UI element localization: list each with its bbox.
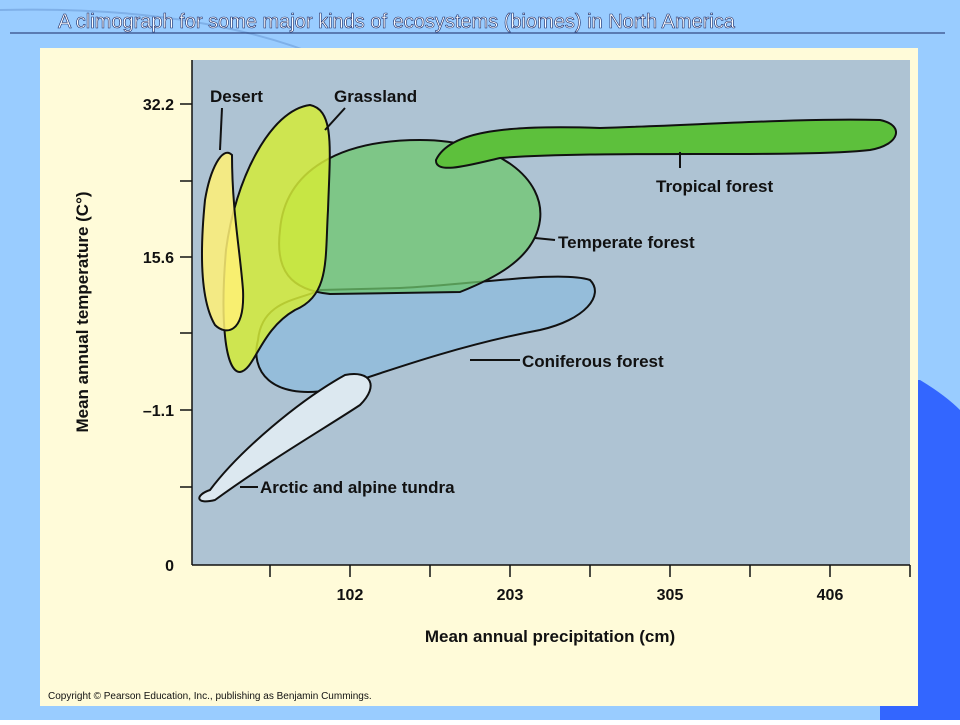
biome-label: Grassland <box>334 87 417 106</box>
y-tick-label: 15.6 <box>143 250 174 267</box>
x-tick-label: 102 <box>337 587 364 604</box>
biome-label: Coniferous forest <box>522 352 664 371</box>
x-tick-label: 203 <box>497 587 524 604</box>
biome-label: Temperate forest <box>558 233 695 252</box>
biome-label: Arctic and alpine tundra <box>260 478 455 497</box>
y-tick-label: 0 <box>165 558 174 575</box>
biome-label: Desert <box>210 87 263 106</box>
y-tick-label: 32.2 <box>143 97 174 114</box>
biome-regions <box>198 103 897 503</box>
copyright: Copyright © Pearson Education, Inc., pub… <box>48 691 372 702</box>
swoosh <box>0 8 331 61</box>
slide-title: A climograph for some major kinds of eco… <box>58 11 736 33</box>
x-tick-label: 305 <box>657 587 684 604</box>
axes <box>180 60 911 577</box>
leader-lines <box>219 107 681 488</box>
biome-label: Tropical forest <box>656 177 773 196</box>
y-axis-label: Mean annual temperature (C°) <box>73 191 92 432</box>
x-tick-label: 406 <box>817 587 844 604</box>
y-tick-label: –1.1 <box>143 403 174 420</box>
x-axis-label: Mean annual precipitation (cm) <box>425 627 675 646</box>
